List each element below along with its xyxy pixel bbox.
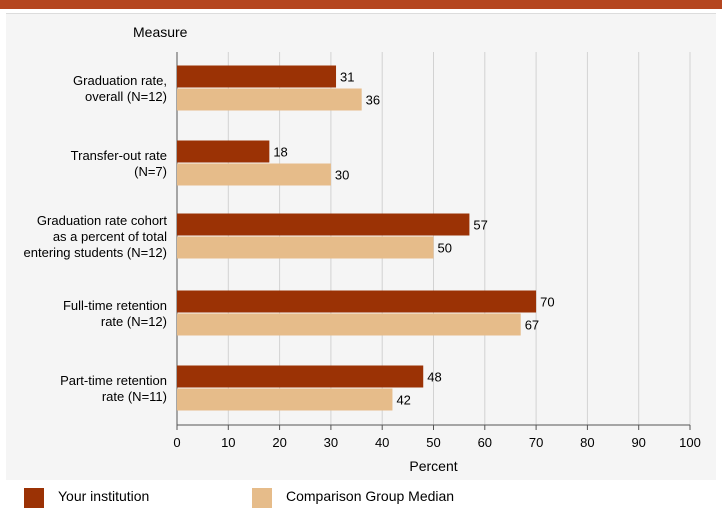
x-axis-title: Percent [409,458,457,474]
x-tick-label: 90 [631,435,645,450]
bar-value-label: 67 [525,318,539,333]
legend-swatch-comparison-group-median [252,488,272,508]
bar-your-institution [177,65,337,88]
legend-swatch-your-institution [24,488,44,508]
bar-value-label: 18 [273,145,287,160]
x-tick-label: 30 [324,435,338,450]
y-axis-title: Measure [133,24,188,40]
legend-label-comparison-group-median: Comparison Group Median [286,488,455,504]
bar-your-institution [177,213,470,236]
category-label: Graduation rate cohort [37,213,167,228]
bar-value-label: 36 [366,93,380,108]
x-tick-label: 80 [580,435,594,450]
bar-your-institution [177,365,424,388]
bar-value-label: 50 [438,241,452,256]
category-label: overall (N=12) [85,89,167,104]
category-label: as a percent of total [53,229,167,244]
category-label: (N=7) [134,164,167,179]
x-tick-label: 20 [272,435,286,450]
bar-comparison-group-median [177,163,331,186]
legend-label-your-institution: Your institution [58,488,150,504]
bar-value-label: 30 [335,168,349,183]
category-label: Transfer-out rate [71,148,167,163]
bar-comparison-group-median [177,88,362,111]
category-label: rate (N=11) [102,389,167,404]
bar-value-label: 31 [340,70,354,85]
x-tick-label: 40 [375,435,389,450]
bar-value-label: 48 [427,370,441,385]
category-label: Part-time retention [60,373,167,388]
category-label: Full-time retention [63,298,167,313]
category-label: rate (N=12) [101,314,167,329]
bar-comparison-group-median [177,388,393,411]
x-tick-label: 0 [173,435,180,450]
category-label: entering students (N=12) [24,245,167,260]
x-tick-label: 70 [529,435,543,450]
bar-value-label: 70 [540,295,554,310]
x-tick-label: 60 [478,435,492,450]
bar-your-institution [177,140,270,163]
bar-your-institution [177,290,537,313]
bar-value-label: 42 [396,393,410,408]
category-label: Graduation rate, [73,73,167,88]
bar-comparison-group-median [177,236,434,259]
header-accent-bar [0,0,722,9]
bar-value-label: 57 [473,218,487,233]
bar-comparison-group-median [177,313,521,336]
x-tick-label: 50 [426,435,440,450]
x-tick-label: 100 [679,435,701,450]
x-tick-label: 10 [221,435,235,450]
